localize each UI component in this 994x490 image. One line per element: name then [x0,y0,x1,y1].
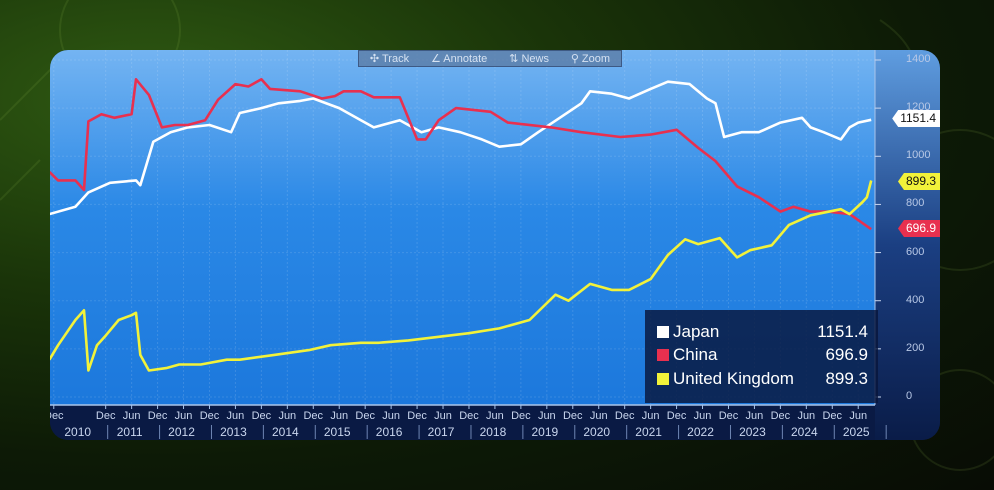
x-tick-label: Jun [797,410,815,422]
y-tick-label: 800 [906,197,925,210]
legend-swatch-uk [657,372,669,385]
x-year-label: 2017 [428,425,455,439]
x-tick-label: Dec [615,410,635,422]
x-year-label: 2012 [168,425,195,439]
x-tick-label: Dec [459,410,479,422]
x-tick-label: Jun [486,410,504,422]
legend-item-japan: Japan 1151.4 [657,320,868,344]
series-line-united-kingdom [50,180,873,372]
series-line-china [50,77,872,231]
annotate-button[interactable]: ∠ Annotate [430,53,488,65]
legend-value: 1151.4 [817,321,868,341]
legend-label: United Kingdom [673,368,794,388]
x-tick-label: Jun [849,410,867,422]
legend-swatch-china [657,349,669,362]
x-tick-label: Dec [822,410,842,422]
chart-toolbar: ✣ Track ∠ Annotate ⇅ News ⚲ Zoom [358,50,622,67]
chart-legend: Japan 1151.4 China 696.9 United Kingdom … [645,310,878,403]
x-tick-label: Dec [667,410,687,422]
legend-swatch-japan [657,325,669,338]
x-tick-label: Jun [538,410,556,422]
value-tag-japan: 1151.4 [892,110,940,127]
x-year-label: 2025 [843,425,870,439]
news-button[interactable]: ⇅ News [509,53,549,65]
y-tick-label: 1400 [906,53,931,65]
x-tick-label: Jun [175,410,193,422]
x-year-label: 2021 [635,425,662,439]
x-tick-label: Dec [50,410,64,422]
x-tick-label: Dec [511,410,531,422]
x-tick-label: Jun [227,410,245,422]
legend-label: China [673,345,718,365]
x-tick-label: Jun [382,410,400,422]
y-tick-label: 0 [906,390,913,402]
x-axis-area [50,405,875,440]
x-year-label: 2020 [583,425,610,439]
legend-value: 696.9 [825,345,868,365]
x-year-label: 2023 [739,425,766,439]
x-tick-label: Jun [330,410,348,422]
x-tick-label: Dec [771,410,791,422]
value-tag-china: 696.9 [897,220,940,237]
x-year-label: 2022 [687,425,714,439]
x-year-label: 2024 [791,425,818,439]
x-tick-label: Dec [563,410,583,422]
x-year-label: 2015 [324,425,351,439]
x-tick-label: Dec [303,410,323,422]
legend-item-uk: United Kingdom 899.3 [657,367,868,391]
x-year-label: 2014 [272,425,299,439]
x-tick-label: Dec [355,410,375,422]
x-year-label: 2016 [376,425,403,439]
legend-value: 899.3 [825,368,868,388]
x-tick-label: Jun [642,410,660,422]
x-year-label: 2019 [531,425,558,439]
x-year-label: 2010 [64,425,91,439]
x-year-label: 2011 [117,425,143,439]
legend-item-china: China 696.9 [657,344,868,368]
x-tick-label: Jun [746,410,764,422]
x-tick-label: Dec [148,410,168,422]
x-tick-label: Jun [434,410,452,422]
y-tick-label: 1000 [906,149,931,162]
x-tick-label: Dec [252,410,272,422]
y-tick-label: 600 [906,245,925,258]
y-tick-label: 200 [906,341,925,354]
legend-label: Japan [673,321,720,341]
x-year-label: 2013 [220,425,247,439]
x-tick-label: Dec [407,410,427,422]
x-year-label: 2018 [480,425,507,439]
x-tick-label: Dec [200,410,220,422]
chart-panel: Dec Dec Jun Dec Jun Dec Jun Dec Jun Dec Jun Dec Jun D… [50,50,940,440]
zoom-button[interactable]: ⚲ Zoom [570,53,611,65]
x-tick-label: Jun [590,410,608,422]
x-tick-label: Dec [96,410,116,422]
series-line-japan [50,80,872,216]
y-tick-label: 400 [906,293,925,306]
x-tick-label: Jun [278,410,296,422]
x-tick-label: Jun [123,410,141,422]
x-tick-label: Jun [694,410,712,422]
x-tick-label: Dec [719,410,739,422]
value-tag-uk: 899.3 [897,173,940,190]
track-button[interactable]: ✣ Track [369,53,410,65]
